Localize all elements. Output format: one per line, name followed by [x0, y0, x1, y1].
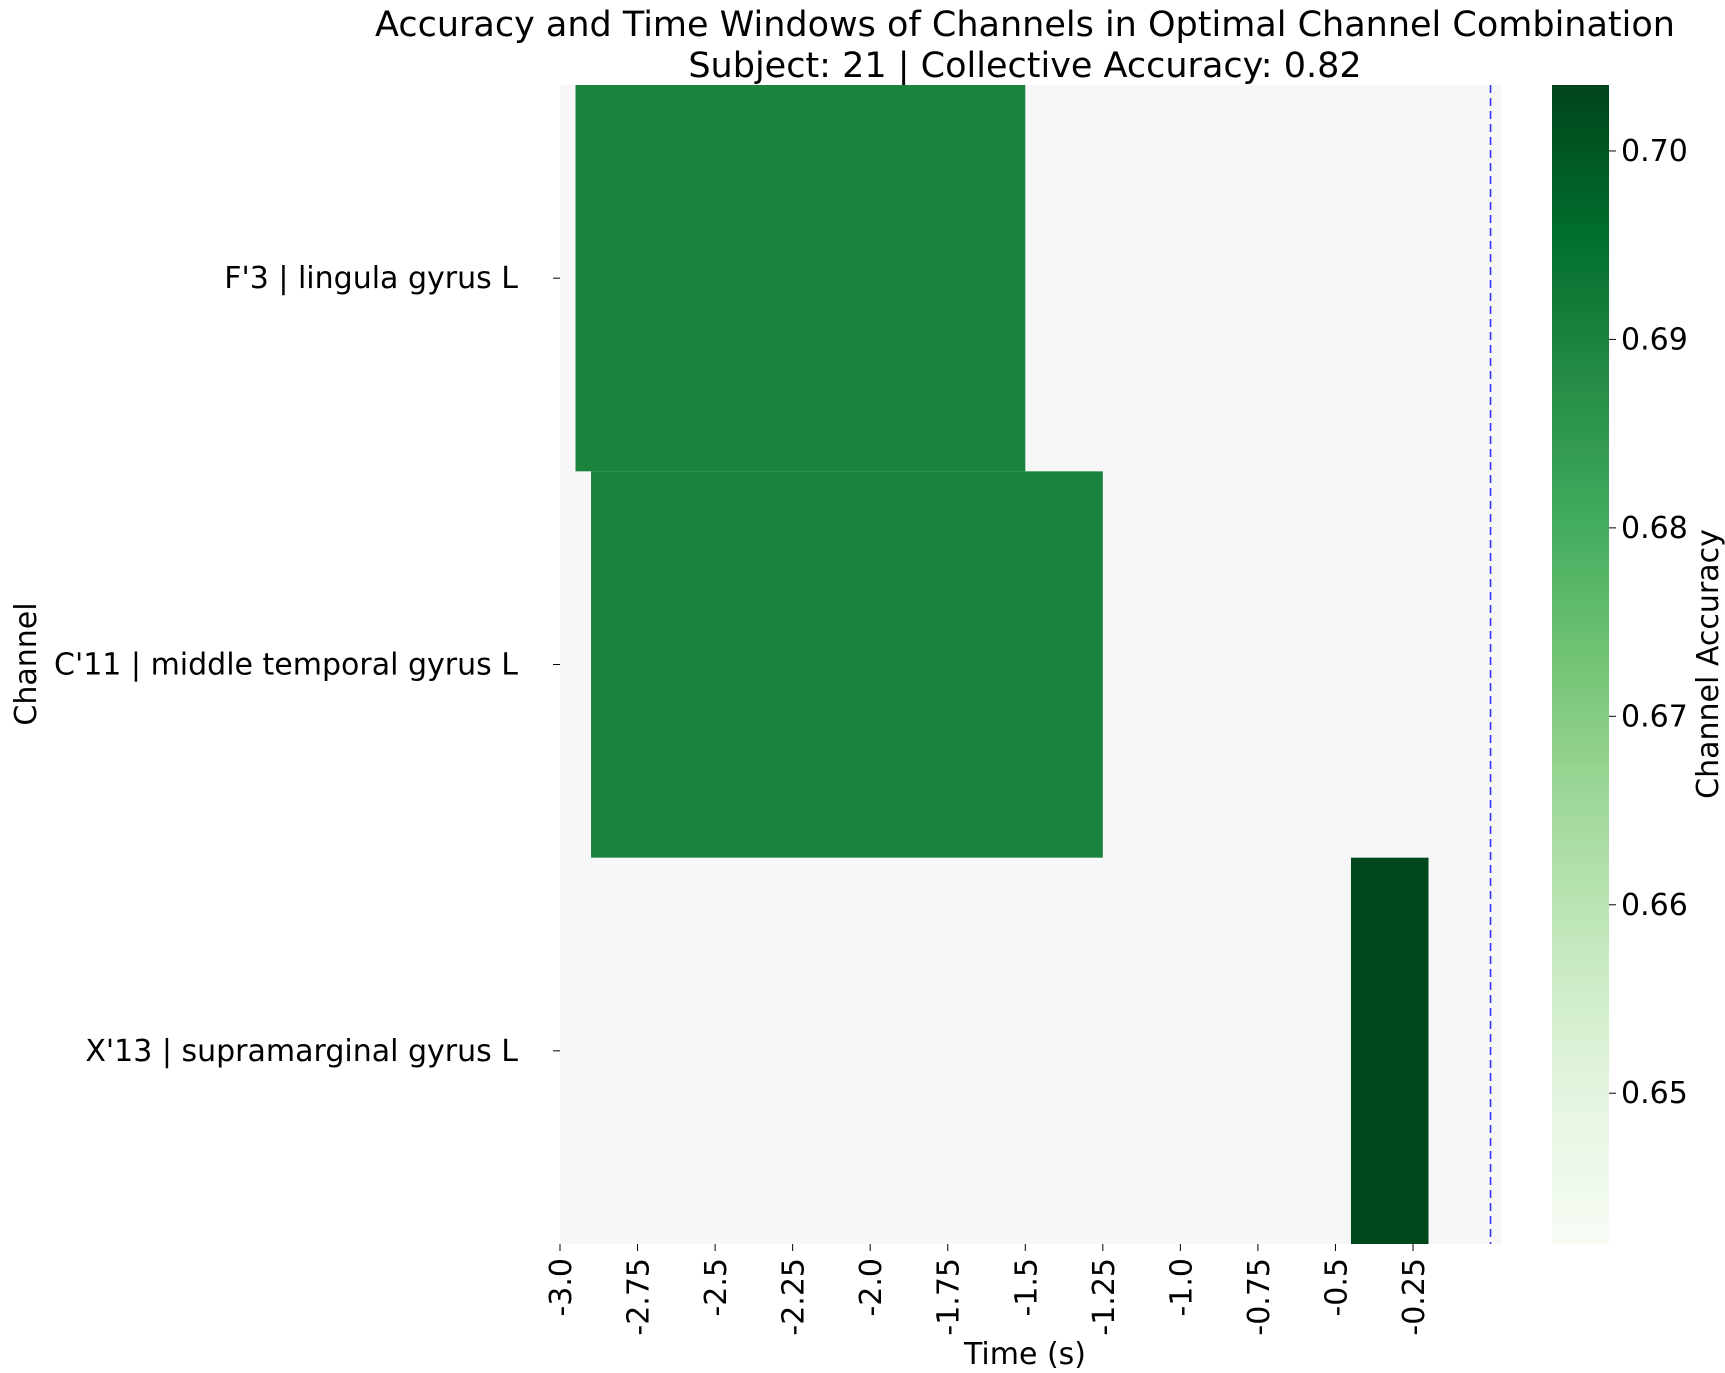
colorbar-tick-label: 0.70 [1621, 134, 1688, 169]
y-axis-label: Channel [9, 602, 44, 725]
y-tick-label: X'13 | supramarginal gyrus L [85, 1034, 518, 1069]
x-tick-label: -0.5 [1319, 1258, 1354, 1317]
colorbar-ticks: 0.65 0.66 0.67 0.68 0.69 0.70 [1609, 134, 1688, 1111]
x-tick-label: -0.25 [1397, 1258, 1432, 1336]
x-tick-label: -0.75 [1242, 1258, 1277, 1336]
x-axis-label: Time (s) [963, 1337, 1086, 1372]
x-tick-label: -2.5 [699, 1258, 734, 1317]
heatmap-cell-3 [1350, 857, 1429, 1244]
x-tick-label: -3.0 [544, 1258, 579, 1317]
heatmap-cell-1 [575, 85, 1026, 472]
x-tick-label: -1.5 [1009, 1258, 1044, 1317]
heatmap-cells [575, 85, 1429, 1244]
y-axis: F'3 | lingula gyrus L C'11 | middle tempo… [54, 261, 560, 1069]
x-tick-label: -1.25 [1087, 1258, 1122, 1336]
x-tick-label: -2.0 [854, 1258, 889, 1317]
heatmap-cell-2 [591, 471, 1103, 858]
chart-title: Accuracy and Time Windows of Channels in… [375, 5, 1675, 45]
colorbar-tick-label: 0.67 [1621, 699, 1688, 734]
colorbar-label: Channel Accuracy [1691, 529, 1725, 799]
colorbar-tick-label: 0.66 [1621, 888, 1688, 923]
y-tick-label: F'3 | lingula gyrus L [224, 261, 518, 296]
y-tick-label: C'11 | middle temporal gyrus L [54, 648, 518, 683]
colorbar-tick-label: 0.68 [1621, 511, 1688, 546]
chart-subtitle: Subject: 21 | Collective Accuracy: 0.82 [688, 46, 1361, 86]
colorbar-tick-label: 0.69 [1621, 322, 1688, 357]
x-tick-label: -1.75 [932, 1258, 967, 1336]
x-axis: -3.0 -2.75 -2.5 -2.25 -2.0 -1.75 -1.5 -1.25 -1.0… [544, 1244, 1432, 1336]
colorbar-tick-label: 0.65 [1621, 1076, 1688, 1111]
x-tick-label: -1.0 [1164, 1258, 1199, 1317]
x-tick-label: -2.75 [622, 1258, 657, 1336]
x-tick-label: -2.25 [777, 1258, 812, 1336]
colorbar [1552, 85, 1609, 1244]
